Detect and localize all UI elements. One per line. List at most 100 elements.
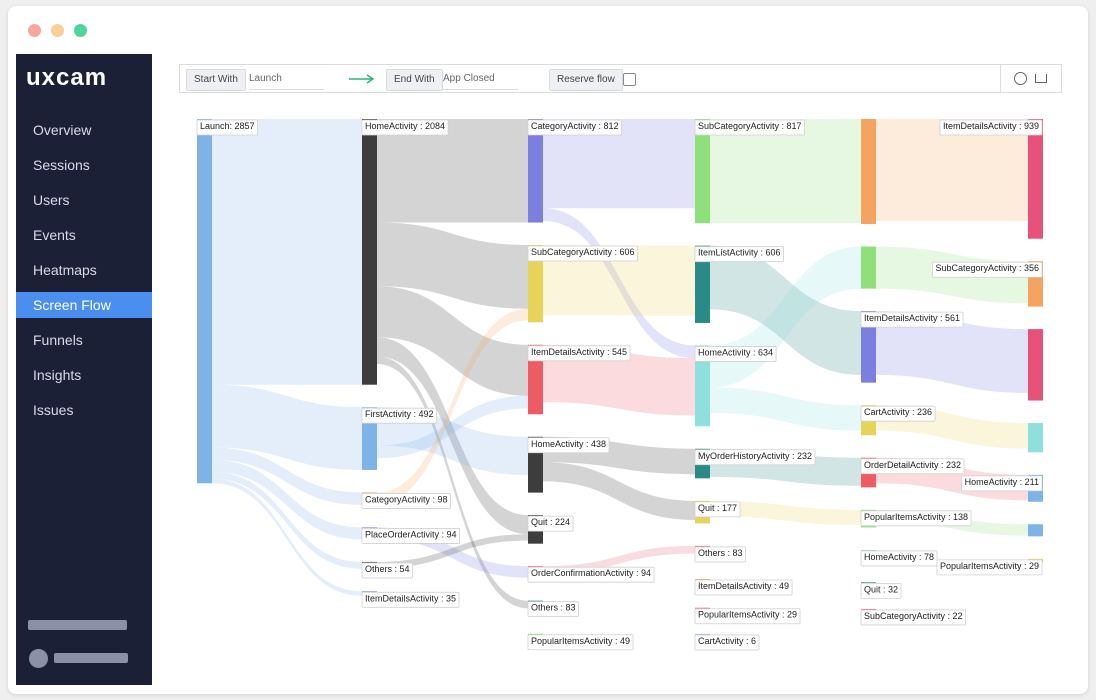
node-bar xyxy=(197,119,212,484)
minimize-dot[interactable] xyxy=(51,24,64,37)
placeholder xyxy=(28,620,127,630)
node-bar xyxy=(695,245,710,323)
end-label: End With xyxy=(386,69,443,91)
arrow xyxy=(349,74,375,84)
node-label: CategoryActivity : 98 xyxy=(365,494,448,504)
node-bar xyxy=(695,119,710,224)
nav-item[interactable]: Screen Flow xyxy=(16,292,152,318)
node-label-box xyxy=(694,119,805,136)
node-bar xyxy=(695,633,710,635)
toolbar: Start With Launch End With App Closed Re… xyxy=(179,64,1062,93)
flow-link xyxy=(377,395,528,459)
node-label-box xyxy=(527,634,634,651)
flow-link xyxy=(212,119,362,385)
flow-link xyxy=(876,119,1028,221)
node-label-box xyxy=(361,591,460,608)
node-label: ItemDetailsActivity : 545 xyxy=(531,347,627,357)
node-label-box xyxy=(694,246,784,263)
flow-link xyxy=(543,462,695,520)
settings-icon[interactable] xyxy=(1014,72,1027,85)
nav-item[interactable]: Users xyxy=(33,192,70,208)
node-label-box xyxy=(694,546,746,563)
node-label-box xyxy=(936,559,1043,576)
node-label: Others : 54 xyxy=(365,564,410,574)
node-label-box xyxy=(361,407,437,424)
nav-item[interactable]: Sessions xyxy=(33,157,90,173)
node-label: SubCategoryActivity : 22 xyxy=(864,611,963,621)
sidebar: uxcam Overview Sessions Users Events Heatmap… xyxy=(16,54,152,685)
node-label: FirstActivity : 492 xyxy=(365,409,434,419)
node-bar xyxy=(1028,119,1043,239)
node-bar xyxy=(528,119,543,223)
nodes xyxy=(197,119,1043,641)
logo: uxcam xyxy=(26,64,108,91)
node-label: Others : 83 xyxy=(698,548,743,558)
flow-link xyxy=(212,471,362,569)
placeholder xyxy=(54,653,128,663)
node-label-box xyxy=(939,119,1043,136)
nav-item[interactable]: Events xyxy=(33,227,76,243)
node-label-box xyxy=(527,437,610,454)
start-label: Start With xyxy=(186,69,246,91)
node-bar xyxy=(861,119,876,225)
flow-link xyxy=(876,311,1028,393)
node-label-box xyxy=(932,261,1043,278)
flow-link xyxy=(212,459,362,540)
node-bar xyxy=(1028,524,1043,537)
node-label-box xyxy=(361,528,460,544)
node-label: SubCategoryActivity : 817 xyxy=(698,121,802,131)
flow-link xyxy=(543,344,695,416)
maximize-dot[interactable] xyxy=(74,24,87,37)
node-label-box xyxy=(961,475,1043,492)
flow-link xyxy=(377,308,528,504)
download-icon[interactable] xyxy=(1035,74,1047,83)
node-label-box xyxy=(860,458,965,475)
node-bar xyxy=(1028,423,1043,453)
flow-link xyxy=(377,407,528,476)
flow-link xyxy=(377,337,528,535)
flow-link xyxy=(710,245,861,375)
node-label: CategoryActivity : 812 xyxy=(531,121,619,131)
node-label-box xyxy=(527,601,579,618)
node-label: HomeActivity : 2084 xyxy=(365,121,445,131)
nav-item[interactable]: Funnels xyxy=(33,332,83,348)
node-label-box xyxy=(527,566,655,583)
flow-link xyxy=(377,286,528,396)
node-label: OrderConfirmationActivity : 94 xyxy=(531,568,651,578)
checkbox[interactable] xyxy=(623,73,636,86)
node-label: HomeActivity : 211 xyxy=(965,477,1039,487)
node-label: SubCategoryActivity : 606 xyxy=(531,247,635,257)
start-select[interactable]: Launch xyxy=(249,69,324,90)
node-label-box xyxy=(694,449,816,466)
node-label-box xyxy=(694,346,777,362)
node-label-box xyxy=(694,579,793,596)
node-label: Others : 83 xyxy=(531,603,576,613)
avatar[interactable] xyxy=(29,649,48,668)
node-label: CartActivity : 236 xyxy=(864,407,932,417)
end-select[interactable]: App Closed xyxy=(443,69,518,90)
node-bar xyxy=(528,344,543,415)
divider xyxy=(1000,65,1001,92)
flow-link xyxy=(543,245,695,316)
node-label: ItemDetailsActivity : 939 xyxy=(943,121,1039,131)
flow-link xyxy=(377,119,528,223)
nav-item[interactable]: Insights xyxy=(33,367,82,383)
node-label: HomeActivity : 634 xyxy=(698,347,773,357)
close-dot[interactable] xyxy=(28,24,41,37)
node-label-box xyxy=(860,311,964,328)
nav-item[interactable]: Issues xyxy=(33,402,74,418)
flow-link xyxy=(377,222,528,309)
node-label-box xyxy=(860,609,966,626)
nav-item[interactable]: Overview xyxy=(33,122,92,138)
labels: Launch: 2857 HomeActivity : 2084 FirstActi… xyxy=(196,119,1043,651)
node-label: CartActivity : 6 xyxy=(698,636,756,646)
reverse-label: Reserve flow xyxy=(549,69,623,91)
node-bar xyxy=(528,245,543,323)
node-label: ItemDetailsActivity : 35 xyxy=(365,593,456,603)
nav-item[interactable]: Heatmaps xyxy=(33,262,97,278)
flow-link xyxy=(710,387,861,431)
node-label: ItemDetailsActivity : 561 xyxy=(864,313,960,323)
node-label: Quit : 224 xyxy=(531,517,570,527)
node-label-box xyxy=(860,582,902,599)
